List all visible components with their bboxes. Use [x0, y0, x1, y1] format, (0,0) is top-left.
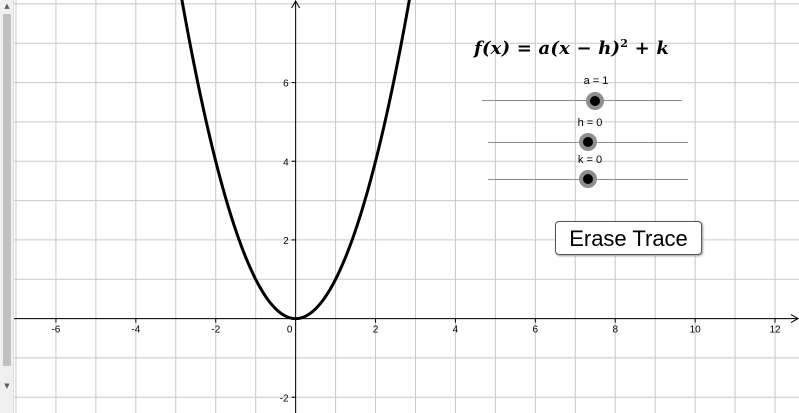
vertical-scrollbar[interactable]: ▲ ▼ — [0, 0, 14, 413]
y-tick-label: 4 — [283, 157, 289, 168]
x-tick-label: -6 — [51, 325, 60, 336]
slider-h-label: h = 0 — [577, 117, 603, 129]
y-tick-label: 6 — [283, 79, 289, 90]
formula-tail: + k — [628, 38, 670, 59]
x-tick-label: 2 — [373, 325, 379, 336]
formula-exponent: 2 — [620, 37, 629, 50]
erase-trace-button[interactable]: Erase Trace — [555, 221, 702, 255]
x-tick-label: -4 — [131, 325, 140, 336]
slider-a-label: a = 1 — [583, 75, 609, 87]
x-tick-label: -2 — [211, 325, 220, 336]
x-tick-label: 8 — [612, 325, 618, 336]
axis-tick-labels: -6 -4 -2 0 2 4 6 8 10 12 -2 2 4 6 — [51, 79, 781, 405]
formula-main: f(x) = a(x − h) — [474, 38, 621, 59]
y-axis-arrow-icon — [291, 0, 301, 9]
scroll-down-arrow-icon[interactable]: ▼ — [4, 382, 10, 390]
x-tick-label: 4 — [453, 325, 459, 336]
x-tick-label: 6 — [533, 325, 539, 336]
x-tick-label: 0 — [287, 325, 293, 336]
x-tick-label: 12 — [769, 325, 781, 336]
y-tick-label: -2 — [280, 393, 289, 404]
slider-h-knob[interactable] — [579, 133, 597, 151]
scrollbar-thumb[interactable] — [3, 14, 11, 366]
parabola-curve[interactable] — [168, 0, 424, 321]
slider-a-track[interactable] — [482, 100, 682, 101]
slider-a-knob[interactable] — [586, 92, 604, 110]
x-axis-arrow-icon — [790, 314, 799, 324]
slider-k-label: k = 0 — [577, 154, 603, 166]
scroll-up-arrow-icon[interactable]: ▲ — [4, 2, 10, 10]
slider-k-knob[interactable] — [579, 170, 597, 188]
y-tick-label: 2 — [283, 236, 289, 247]
function-formula: f(x) = a(x − h)2 + k — [474, 37, 669, 59]
x-tick-label: 10 — [690, 325, 702, 336]
